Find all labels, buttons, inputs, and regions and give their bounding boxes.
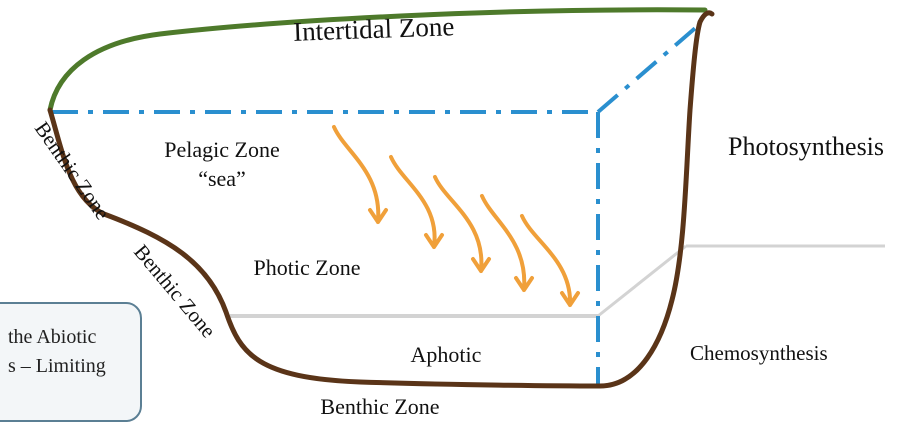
chemosynthesis-label: Chemosynthesis xyxy=(690,341,828,365)
abiotic-factors-callout-box: the Abiotic s – Limiting xyxy=(0,302,142,422)
aphotic-label: Aphotic xyxy=(411,342,482,367)
intertidal-zone-label: Intertidal Zone xyxy=(293,11,455,47)
callout-line-2: s – Limiting xyxy=(8,355,106,377)
light-ray-arrow xyxy=(332,125,388,224)
seafloor-outline xyxy=(47,10,715,389)
callout-line-1: the Abiotic xyxy=(8,326,97,348)
photosynthesis-label: Photosynthesis xyxy=(728,132,884,161)
photic-zone-label: Photic Zone xyxy=(254,255,361,280)
benthic-zone-bottom-label: Benthic Zone xyxy=(320,394,439,419)
side-divider-diagonal xyxy=(597,244,687,318)
pelagic-zone-label: Pelagic Zone xyxy=(164,137,279,162)
light-ray-arrow xyxy=(389,155,444,249)
benthic-zone-left-lower-label: Benthic Zone xyxy=(129,240,220,343)
pelagic-sea-label: “sea” xyxy=(198,166,246,191)
intertidal-surface-curve xyxy=(47,7,708,113)
light-ray-arrow xyxy=(480,194,534,292)
light-ray-arrow xyxy=(520,214,580,307)
back-top-boundary xyxy=(596,22,702,114)
benthic-zone-left-upper-label: Benthic Zone xyxy=(30,117,115,224)
light-ray-arrow xyxy=(433,175,491,273)
sunlight-arrows xyxy=(332,125,580,307)
